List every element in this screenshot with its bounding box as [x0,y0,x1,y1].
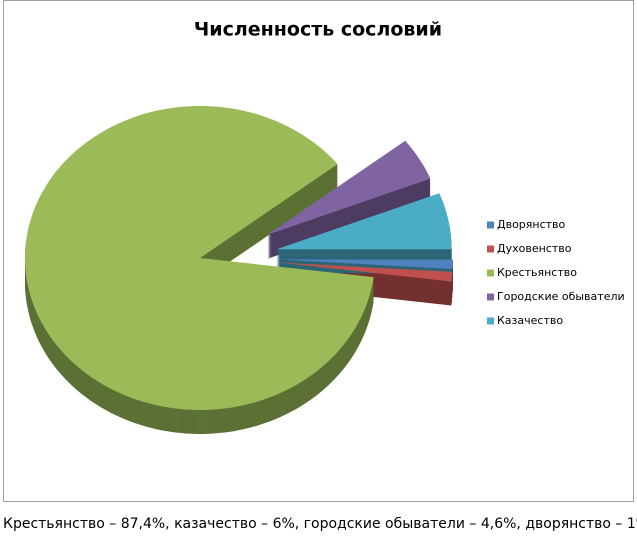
slice [276,193,452,250]
slice [278,259,453,269]
caption: Крестьянство – 87,4%, казачество – 6%, г… [3,516,637,532]
legend-label: Духовенство [497,242,572,255]
legend-label: Дворянство [497,218,566,231]
legend-swatch [487,293,494,301]
legend-swatch [487,221,494,229]
chart: Численность сословий Дворянство Духовенст… [3,0,634,502]
legend-label: Казачество [497,314,563,327]
slice [277,262,453,282]
slice [25,106,374,410]
chart-title: Численность сословий [194,19,442,41]
legend-swatch [487,317,494,325]
legend-swatch [487,245,494,253]
slice [267,140,431,235]
legend-label: Городские обыватели [497,290,625,303]
legend-swatch [487,269,494,277]
legend-label: Крестьянство [497,266,577,279]
